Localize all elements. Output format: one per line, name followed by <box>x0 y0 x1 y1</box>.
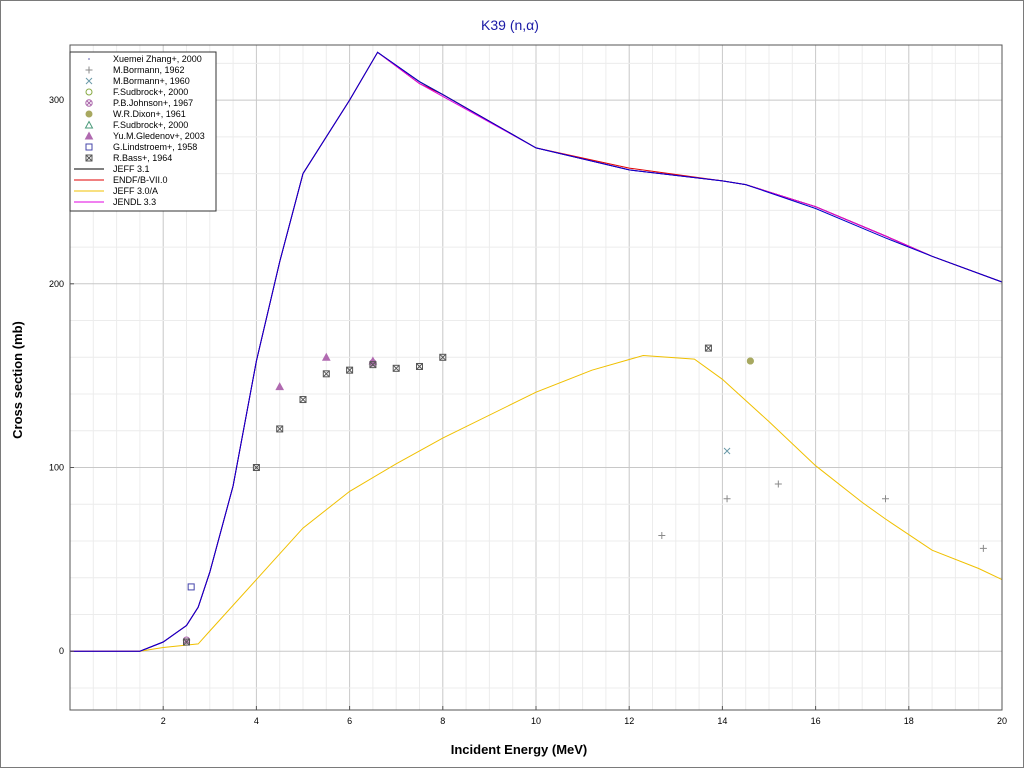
data-point <box>276 425 284 433</box>
x-tick-label: 4 <box>254 716 259 726</box>
legend-label: JEFF 3.0/A <box>113 186 158 196</box>
y-tick-label: 300 <box>49 95 64 105</box>
legend-label: R.Bass+, 1964 <box>113 153 172 163</box>
legend-marker-swatch <box>85 99 93 107</box>
x-axis-title: Incident Energy (MeV) <box>451 742 588 757</box>
data-point <box>746 357 754 365</box>
legend-item: F.Sudbrock+, 2000 <box>85 87 188 97</box>
legend-marker-swatch <box>85 66 93 74</box>
legend-label: JENDL 3.3 <box>113 197 156 207</box>
x-tick-label: 2 <box>161 716 166 726</box>
data-point <box>658 531 666 539</box>
x-tick-label: 18 <box>904 716 914 726</box>
legend-item: ENDF/B-VII.0 <box>74 175 168 185</box>
y-tick-label: 0 <box>59 646 64 656</box>
legend-label: M.Bormann, 1962 <box>113 65 185 75</box>
data-point <box>704 344 712 352</box>
data-point <box>723 495 731 503</box>
legend-item: Xuemei Zhang+, 2000 <box>88 54 202 64</box>
legend-label: Xuemei Zhang+, 2000 <box>113 54 202 64</box>
legend-item: R.Bass+, 1964 <box>85 153 172 163</box>
legend-label: F.Sudbrock+, 2000 <box>113 87 188 97</box>
legend-marker-swatch <box>85 154 93 162</box>
data-point <box>275 382 285 391</box>
x-tick-label: 20 <box>997 716 1007 726</box>
y-tick-label: 200 <box>49 279 64 289</box>
legend-marker-swatch <box>84 120 94 129</box>
data-point <box>416 362 423 370</box>
legend-label: W.R.Dixon+, 1961 <box>113 109 186 119</box>
data-point <box>369 361 377 369</box>
legend-item: JEFF 3.0/A <box>74 186 158 196</box>
x-tick-label: 12 <box>624 716 634 726</box>
data-point <box>322 370 330 378</box>
data-point <box>392 364 400 372</box>
legend-marker-swatch <box>85 88 93 96</box>
x-tick-label: 14 <box>717 716 727 726</box>
legend-item: M.Bormann, 1962 <box>85 65 185 75</box>
data-point <box>187 583 195 591</box>
legend-marker-swatch <box>84 131 94 140</box>
x-tick-label: 16 <box>811 716 821 726</box>
x-tick-label: 6 <box>347 716 352 726</box>
legend-label: P.B.Johnson+, 1967 <box>113 98 193 108</box>
series-line-curve <box>70 51 1003 652</box>
plot-series <box>70 51 1003 652</box>
y-tick-label: 100 <box>49 463 64 473</box>
legend-marker-swatch <box>88 58 90 60</box>
legend-item: G.Lindstroem+, 1958 <box>85 142 197 152</box>
data-point <box>439 353 447 361</box>
data-point <box>321 352 331 361</box>
x-tick-label: 8 <box>440 716 445 726</box>
data-point <box>979 544 987 552</box>
x-tick-label: 10 <box>531 716 541 726</box>
data-point <box>882 495 889 503</box>
legend-box <box>69 51 217 212</box>
data-point <box>346 366 354 374</box>
legend-marker-swatch <box>85 143 93 151</box>
legend-label: M.Bormann+, 1960 <box>113 76 190 86</box>
legend-item: P.B.Johnson+, 1967 <box>85 98 193 108</box>
y-axis-title: Cross section (mb) <box>10 321 25 439</box>
legend-item: JEFF 3.1 <box>74 164 150 174</box>
legend-item: W.R.Dixon+, 1961 <box>85 109 186 119</box>
data-point <box>774 480 782 488</box>
legend-item: JENDL 3.3 <box>74 197 156 207</box>
legend-label: JEFF 3.1 <box>113 164 150 174</box>
chart-title: K39 (n,α) <box>481 17 539 33</box>
legend-item: M.Bormann+, 1960 <box>85 76 190 86</box>
series-line-jeff-3-0-a <box>70 354 1003 652</box>
data-point <box>299 396 307 404</box>
legend-item: Yu.M.Gledenov+, 2003 <box>84 131 205 141</box>
legend-item: F.Sudbrock+, 2000 <box>84 120 188 130</box>
legend-label: G.Lindstroem+, 1958 <box>113 142 197 152</box>
grid <box>70 45 1002 710</box>
legend-marker-swatch <box>85 110 93 118</box>
legend-label: Yu.M.Gledenov+, 2003 <box>113 131 205 141</box>
legend-label: F.Sudbrock+, 2000 <box>113 120 188 130</box>
legend-label: ENDF/B-VII.0 <box>113 175 168 185</box>
data-point <box>183 638 190 646</box>
data-point <box>252 464 260 472</box>
legend-marker-swatch <box>85 77 93 85</box>
data-point <box>723 447 731 455</box>
